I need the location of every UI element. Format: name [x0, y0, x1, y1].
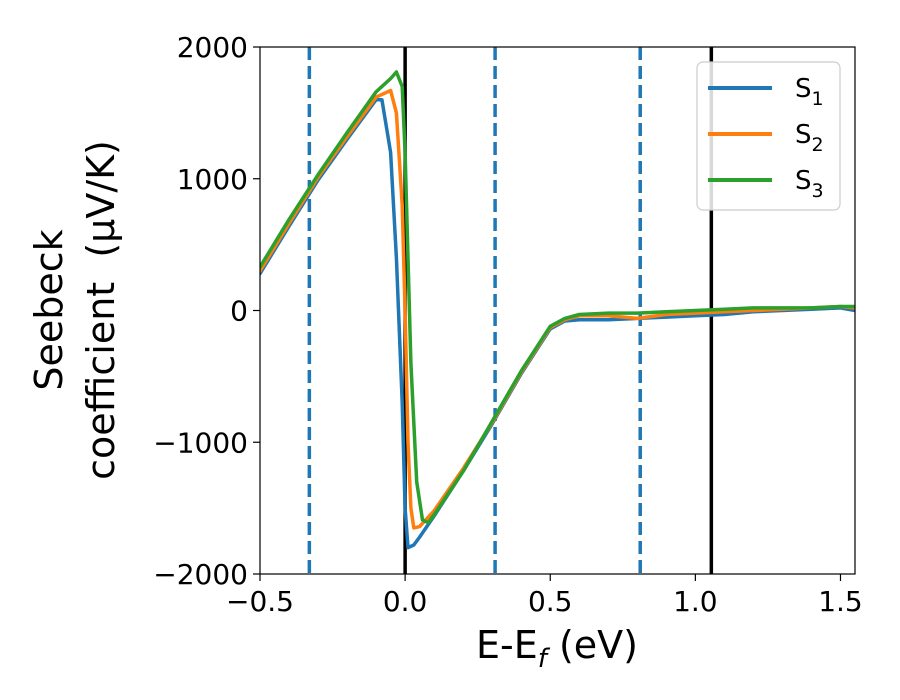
- x-tick-label: 0.5: [528, 585, 573, 618]
- legend-label-s3: S3: [795, 166, 824, 202]
- y-tick-label: 2000: [177, 31, 248, 64]
- y-axis-title-line2: coefficient (μV/K): [79, 140, 123, 480]
- x-tick-label: 1.0: [673, 585, 718, 618]
- legend-label-s1: S1: [795, 74, 824, 110]
- y-axis-title-line1: Seebeck: [27, 229, 71, 390]
- y-axis-title: Seebeck coefficient (μV/K): [27, 140, 123, 480]
- x-tick-label: 1.5: [818, 585, 863, 618]
- y-tick-label: 0: [230, 295, 248, 328]
- x-tick-label: 0.0: [383, 585, 428, 618]
- reference-lines: [307, 47, 714, 574]
- x-axis-title: E-Ef (eV): [476, 623, 638, 674]
- series-line-s3: [260, 70, 855, 525]
- series-lines: [260, 70, 855, 550]
- y-tick-label: 1000: [177, 163, 248, 196]
- y-tick-label: −1000: [153, 426, 248, 459]
- legend: S1 S2 S3: [696, 61, 841, 211]
- x-axis-ticks: −0.5 0.0 0.5 1.0 1.5: [226, 574, 863, 618]
- x-tick-label: −0.5: [226, 585, 294, 618]
- legend-label-s2: S2: [795, 120, 824, 156]
- y-tick-label: −2000: [153, 558, 248, 591]
- y-axis-ticks: −2000 −1000 0 1000 2000: [153, 31, 260, 591]
